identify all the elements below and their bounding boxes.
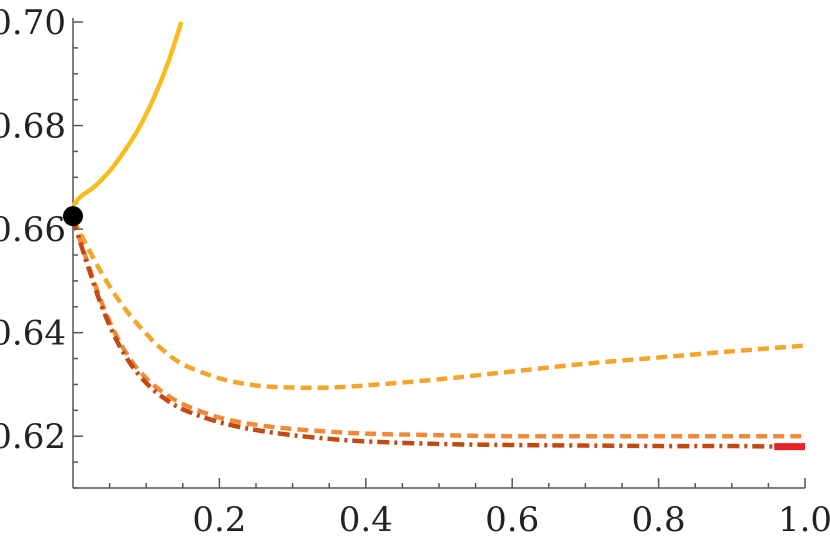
y-tick-label: 0.68 — [0, 107, 66, 147]
x-tick-label: 1.0 — [778, 500, 830, 540]
y-tick-label: 0.62 — [0, 417, 66, 457]
series-line-2 — [70, 217, 806, 391]
series-layer — [70, 21, 806, 449]
start-point-marker — [63, 206, 83, 227]
series-line-3 — [70, 218, 805, 439]
tick-labels: 0.2 0.4 0.6 0.8 1.0 0.62 0.64 0.66 0.68 0.70 — [0, 3, 830, 540]
x-tick-label: 0.8 — [632, 500, 686, 540]
x-tick-label: 0.6 — [485, 500, 539, 540]
y-tick-label: 0.70 — [0, 3, 66, 43]
marker-layer — [63, 206, 805, 451]
series-line-4 — [70, 218, 776, 449]
y-tick-label: 0.64 — [0, 314, 66, 354]
series-line-1 — [71, 21, 184, 208]
axes — [72, 18, 806, 489]
x-tick-label: 0.2 — [192, 500, 246, 540]
y-tick-label: 0.66 — [0, 210, 66, 250]
x-tick-label: 0.4 — [339, 500, 393, 540]
